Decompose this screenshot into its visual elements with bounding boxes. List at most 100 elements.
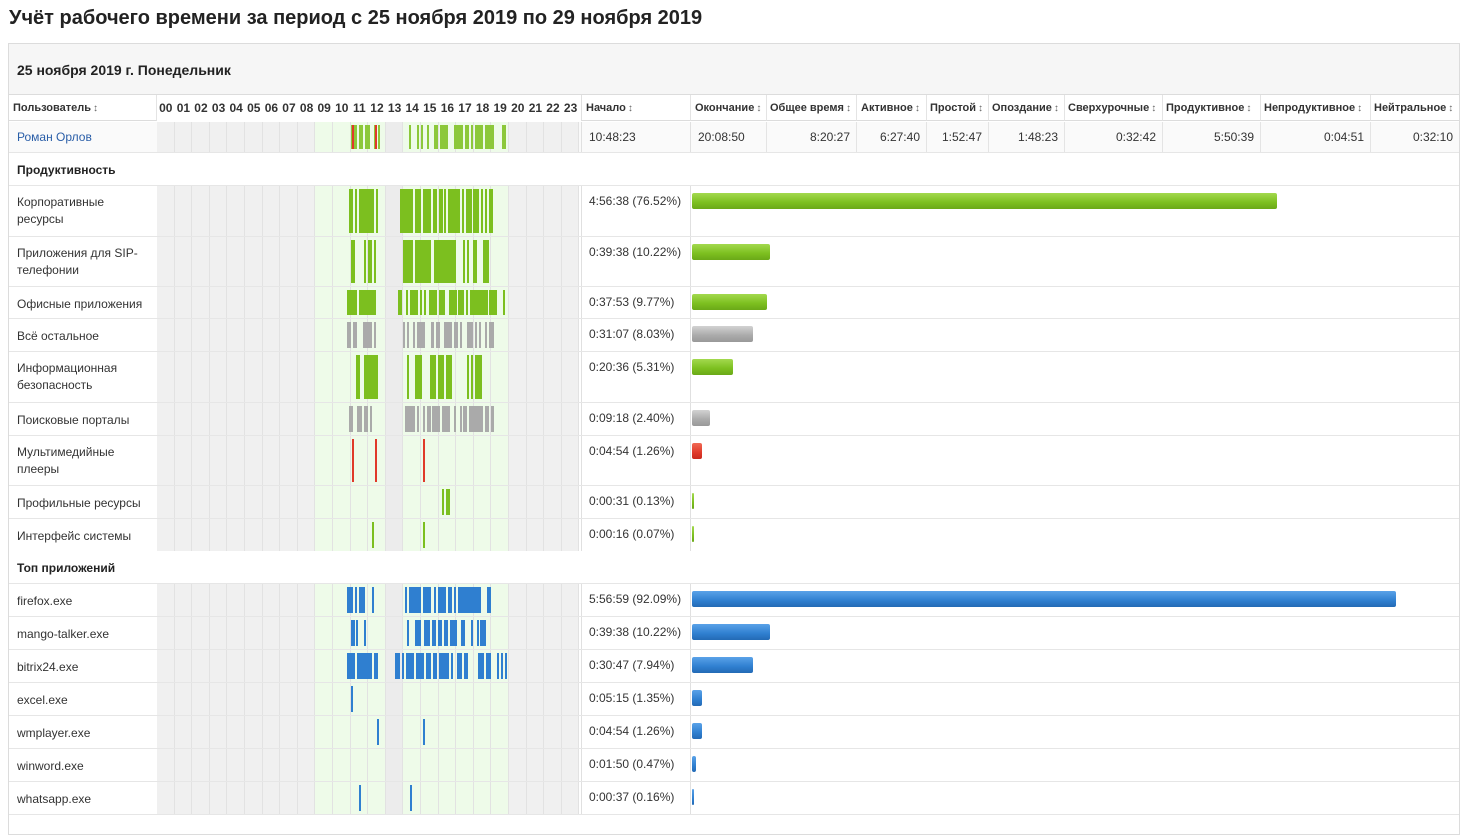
hour-column <box>157 650 175 682</box>
activity-tick <box>423 322 425 348</box>
hour-column <box>456 683 474 715</box>
activity-tick <box>374 322 376 348</box>
hour-label: 15 <box>421 95 439 121</box>
prod-timeline <box>157 319 580 351</box>
column-header-unproductive[interactable]: Непродуктивное ↕ <box>1261 95 1371 121</box>
user-total: 8:20:27 <box>767 122 857 152</box>
user-productive: 5:50:39 <box>1163 122 1261 152</box>
sort-arrows-icon[interactable]: ↕ <box>1357 103 1362 114</box>
sort-arrows-icon[interactable]: ↕ <box>915 103 920 114</box>
activity-tick <box>420 355 422 399</box>
activity-tick <box>417 406 419 432</box>
sort-arrows-icon[interactable]: ↕ <box>1246 103 1251 114</box>
hour-column <box>509 749 527 781</box>
column-header-neutral[interactable]: Нейтральное ↕ <box>1371 95 1459 121</box>
hour-column <box>403 436 421 485</box>
sort-arrows-icon[interactable]: ↕ <box>93 103 98 114</box>
activity-tick <box>407 322 409 348</box>
hour-column <box>509 122 527 152</box>
column-header-neutral-label: Нейтральное <box>1374 102 1446 114</box>
prod-bar <box>692 493 694 509</box>
sort-arrows-icon[interactable]: ↕ <box>628 103 633 114</box>
app-label: whatsapp.exe <box>17 791 147 808</box>
hour-column <box>298 617 316 649</box>
activity-tick <box>481 189 483 233</box>
activity-tick <box>448 489 450 515</box>
hour-column <box>509 186 527 236</box>
sort-arrows-icon[interactable]: ↕ <box>846 103 851 114</box>
activity-tick <box>423 522 425 548</box>
section-top-apps: Топ приложений <box>9 551 1459 584</box>
hour-column <box>280 617 298 649</box>
activity-tick <box>398 653 400 679</box>
hour-column <box>263 716 281 748</box>
hour-column <box>210 186 228 236</box>
activity-tick <box>436 125 438 149</box>
hour-column <box>333 122 351 152</box>
column-header-start[interactable]: Начало ↕ <box>581 95 691 121</box>
column-header-overtime[interactable]: Сверхурочные ↕ <box>1065 95 1163 121</box>
hour-column <box>315 319 333 351</box>
activity-tick <box>440 620 442 646</box>
sort-arrows-icon[interactable]: ↕ <box>1054 103 1059 114</box>
hour-column <box>192 122 210 152</box>
activity-tick <box>368 125 370 149</box>
sort-arrows-icon[interactable]: ↕ <box>1448 103 1453 114</box>
column-header-productive[interactable]: Продуктивное ↕ <box>1163 95 1261 121</box>
column-header-user[interactable]: Пользователь ↕ <box>9 95 157 121</box>
hour-label: 02 <box>192 95 210 121</box>
hour-column <box>562 287 580 318</box>
hour-column <box>562 319 580 351</box>
activity-tick <box>489 587 491 613</box>
hour-column <box>192 519 210 551</box>
activity-tick <box>351 686 353 712</box>
hour-column <box>403 519 421 551</box>
activity-tick <box>479 587 481 613</box>
hour-column <box>298 683 316 715</box>
hour-label: 03 <box>210 95 228 121</box>
column-header-total[interactable]: Общее время ↕ <box>767 95 857 121</box>
activity-tick <box>359 785 361 811</box>
hour-column <box>227 436 245 485</box>
hour-column <box>280 122 298 152</box>
hour-label: 00 <box>157 95 175 121</box>
column-header-end[interactable]: Окончание ↕ <box>691 95 767 121</box>
sort-arrows-icon[interactable]: ↕ <box>756 103 761 114</box>
hour-column <box>509 716 527 748</box>
hour-column <box>157 287 175 318</box>
hour-label: 06 <box>263 95 281 121</box>
app-timeline <box>157 716 580 748</box>
hour-column <box>562 486 580 518</box>
activity-tick <box>400 290 402 315</box>
sort-arrows-icon[interactable]: ↕ <box>1151 103 1156 114</box>
user-name-link[interactable]: Роман Орлов <box>17 129 92 146</box>
activity-tick <box>420 290 422 315</box>
hour-column <box>386 436 404 485</box>
hour-column <box>192 584 210 616</box>
hour-column <box>157 683 175 715</box>
hour-column <box>298 186 316 236</box>
activity-tick <box>364 620 366 646</box>
column-header-idle[interactable]: Простой ↕ <box>927 95 989 121</box>
activity-tick <box>378 125 380 149</box>
sort-arrows-icon[interactable]: ↕ <box>978 103 983 114</box>
hour-column <box>491 782 509 814</box>
column-header-late[interactable]: Опоздание ↕ <box>989 95 1065 121</box>
hour-column <box>544 287 562 318</box>
hour-column <box>544 749 562 781</box>
report-table: 25 ноября 2019 г. Понедельник Пользовате… <box>8 43 1460 835</box>
hour-column <box>386 749 404 781</box>
hour-column <box>386 122 404 152</box>
hour-column <box>333 486 351 518</box>
hour-column <box>210 617 228 649</box>
hour-column <box>227 186 245 236</box>
activity-tick <box>376 355 378 399</box>
activity-tick <box>435 189 437 233</box>
hour-column <box>386 519 404 551</box>
prod-row: Мультимедийные плееры 0:04:54 (1.26%) <box>9 436 1459 486</box>
column-header-active[interactable]: Активное ↕ <box>857 95 927 121</box>
activity-tick <box>444 189 446 233</box>
prod-bar <box>692 526 694 542</box>
user-overtime: 0:32:42 <box>1065 122 1163 152</box>
hour-column <box>192 486 210 518</box>
